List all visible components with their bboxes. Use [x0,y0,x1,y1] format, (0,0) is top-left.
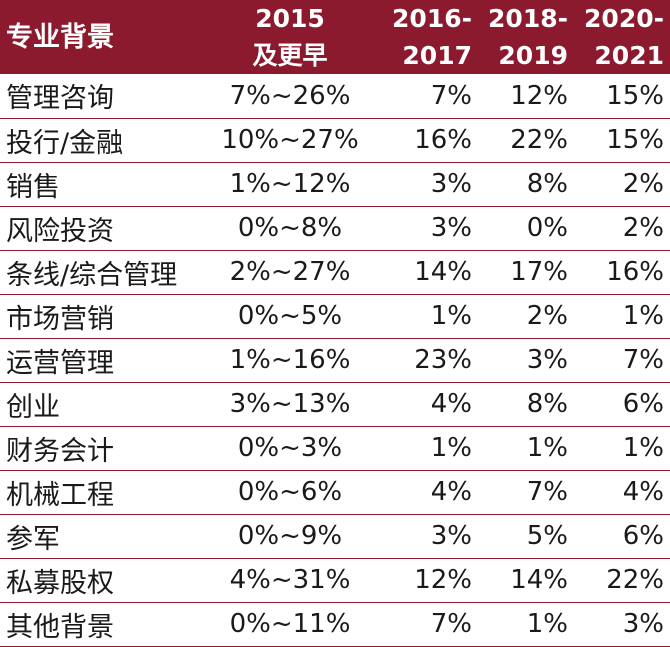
header-2020-line2: 2021 [594,41,664,70]
header-2015-line1: 2015 [255,4,325,33]
cell-category: 销售 [6,171,60,203]
cell-2015-earlier: 10%~27% [221,125,359,155]
cell-2020-2021: 15% [606,125,664,155]
cell-2018-2019: 7% [526,477,568,507]
cell-2016-2017: 1% [430,433,472,463]
cell-2015-earlier: 2%~27% [229,257,351,287]
table-row: 投行/金融 10%~27% 16% 22% 15% [0,118,670,162]
cell-category: 创业 [6,391,60,423]
cell-2016-2017: 23% [414,345,472,375]
cell-2018-2019: 1% [526,609,568,639]
header-2020-2021: 2020- 2021 [574,0,670,74]
cell-2016-2017: 7% [430,609,472,639]
cell-2018-2019: 2% [526,301,568,331]
cell-2015-earlier: 0%~11% [229,609,351,639]
cell-2018-2019: 3% [526,345,568,375]
cell-2018-2019: 12% [510,80,568,111]
cell-2020-2021: 2% [622,169,664,199]
cell-2020-2021: 16% [606,257,664,287]
cell-2015-earlier: 0%~5% [237,301,343,331]
cell-2020-2021: 15% [606,80,664,111]
cell-2020-2021: 4% [622,477,664,507]
cell-2020-2021: 6% [622,521,664,551]
table-body: 管理咨询 7%~26% 7% 12% 15% 投行/金融 10%~27% 16% 22% 15% 销… [0,74,670,646]
cell-2015-earlier: 4%~31% [229,565,351,595]
cell-2015-earlier: 1%~16% [229,345,351,375]
cell-2016-2017: 3% [430,169,472,199]
cell-2016-2017: 7% [430,80,472,111]
cell-category: 其他背景 [6,611,114,643]
table-row: 风险投资 0%~8% 3% 0% 2% [0,206,670,250]
cell-2020-2021: 1% [622,433,664,463]
table-row: 机械工程 0%~6% 4% 7% 4% [0,470,670,514]
table-row: 条线/综合管理 2%~27% 14% 17% 16% [0,250,670,294]
table-row: 私募股权 4%~31% 12% 14% 22% [0,558,670,602]
cell-2020-2021: 2% [622,213,664,243]
cell-2015-earlier: 1%~12% [229,169,351,199]
table-row: 其他背景 0%~11% 7% 1% 3% [0,602,670,646]
table-row: 财务会计 0%~3% 1% 1% 1% [0,426,670,470]
table-row: 运营管理 1%~16% 23% 3% 7% [0,338,670,382]
cell-2018-2019: 1% [526,433,568,463]
cell-2018-2019: 8% [526,169,568,199]
table-row: 市场营销 0%~5% 1% 2% 1% [0,294,670,338]
table-header: 专业背景 2015 及更早 2016- 2017 2018- 2019 2020… [0,0,670,74]
cell-2016-2017: 4% [430,389,472,419]
cell-2016-2017: 3% [430,521,472,551]
cell-2020-2021: 3% [622,609,664,639]
cell-2015-earlier: 3%~13% [229,389,351,419]
table-row: 参军 0%~9% 3% 5% 6% [0,514,670,558]
cell-2018-2019: 14% [510,565,568,595]
header-2018-2019: 2018- 2019 [478,0,574,74]
header-2018-line1: 2018- [488,4,568,33]
cell-2018-2019: 22% [510,125,568,155]
cell-2020-2021: 7% [622,345,664,375]
header-2016-2017: 2016- 2017 [368,0,478,74]
cell-2015-earlier: 0%~8% [237,213,343,243]
header-2018-line2: 2019 [498,41,568,70]
cell-2020-2021: 6% [622,389,664,419]
cell-2015-earlier: 0%~9% [237,521,343,551]
cell-2020-2021: 22% [606,565,664,595]
cell-2016-2017: 1% [430,301,472,331]
cell-category: 机械工程 [6,479,114,511]
cell-category: 私募股权 [6,567,114,599]
cell-2015-earlier: 0%~6% [237,477,343,507]
header-2015-earlier: 2015 及更早 [212,0,368,74]
cell-2020-2021: 1% [622,301,664,331]
cell-2016-2017: 3% [430,213,472,243]
header-category: 专业背景 [6,21,114,53]
cell-2018-2019: 17% [510,257,568,287]
cell-category: 管理咨询 [6,83,114,115]
cell-category: 风险投资 [6,215,114,247]
cell-category: 财务会计 [6,435,114,467]
cell-2016-2017: 16% [414,125,472,155]
cell-2018-2019: 0% [526,213,568,243]
cell-category: 投行/金融 [6,127,124,159]
cell-2018-2019: 5% [526,521,568,551]
cell-2015-earlier: 0%~3% [237,433,343,463]
header-2016-line1: 2016- [392,4,472,33]
cell-category: 参军 [6,523,60,555]
cell-category: 条线/综合管理 [6,259,178,291]
cell-2016-2017: 14% [414,257,472,287]
header-2020-line1: 2020- [584,4,664,33]
cell-category: 运营管理 [6,347,114,379]
cell-2016-2017: 4% [430,477,472,507]
table-row: 管理咨询 7%~26% 7% 12% 15% [0,74,670,118]
cell-2015-earlier: 7%~26% [229,80,351,111]
cell-2018-2019: 8% [526,389,568,419]
table-row: 销售 1%~12% 3% 8% 2% [0,162,670,206]
cell-category: 市场营销 [6,303,114,335]
header-2015-line2: 及更早 [252,41,328,70]
table-row: 创业 3%~13% 4% 8% 6% [0,382,670,426]
header-row: 专业背景 2015 及更早 2016- 2017 2018- 2019 2020… [0,0,670,74]
cell-2016-2017: 12% [414,565,472,595]
header-2016-line2: 2017 [402,41,472,70]
